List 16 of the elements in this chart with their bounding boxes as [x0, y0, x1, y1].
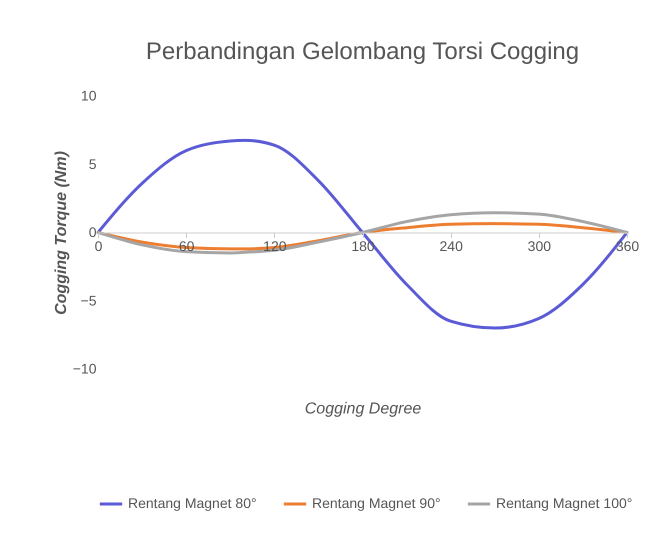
legend-label: Rentang Magnet 90°	[312, 495, 441, 511]
x-tick-label: 240	[439, 238, 464, 254]
legend-label: Rentang Magnet 80°	[128, 495, 257, 511]
y-tick-label: 10	[80, 88, 97, 104]
y-tick-label: 0	[88, 224, 97, 240]
y-tick-label: 5	[88, 156, 97, 172]
x-tick-label: 360	[616, 238, 640, 254]
legend-label: Rentang Magnet 100°	[496, 495, 632, 511]
y-axis-title: Cogging Torque (Nm)	[52, 151, 70, 315]
y-tick-label: −5	[80, 292, 97, 308]
chart-title: Perbandingan Gelombang Torsi Cogging	[146, 38, 580, 65]
y-tick-label: −10	[72, 360, 97, 376]
x-tick-label: 180	[351, 238, 375, 254]
x-tick-label: 120	[263, 238, 287, 254]
x-axis-title: Cogging Degree	[304, 400, 422, 418]
x-tick-label: 300	[528, 238, 552, 254]
